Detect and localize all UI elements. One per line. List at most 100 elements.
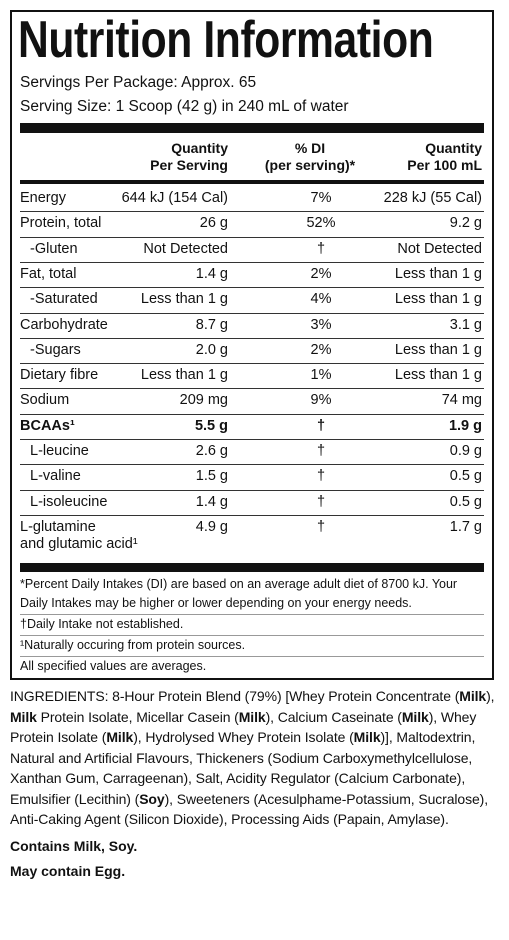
row-name: Protein, total — [20, 215, 102, 232]
row-serving: 26 g — [199, 215, 228, 232]
row-per100: Less than 1 g — [394, 291, 482, 308]
row-di: † — [316, 417, 326, 434]
ingredient-text: Protein Isolate, Micellar Casein ( — [36, 708, 239, 725]
row-rule — [20, 261, 484, 263]
ingredient-text: ), Hydrolysed Whey Protein Isolate ( — [133, 729, 354, 745]
header-bar — [20, 180, 484, 184]
column-header: Quantity Per Serving — [150, 140, 228, 173]
row-per100: 1.7 g — [449, 518, 482, 535]
row-name: L-valine — [30, 468, 81, 485]
row-serving: 1.4 g — [195, 493, 228, 510]
row-serving: Less than 1 g — [140, 291, 228, 308]
footnote: ¹Naturally occuring from protein sources… — [20, 637, 246, 652]
ingredient-text: Soy — [139, 790, 165, 807]
row-per100: 74 mg — [441, 392, 482, 409]
row-di: 9% — [310, 392, 332, 409]
footnote-rule — [20, 655, 484, 657]
row-di: 2% — [310, 265, 332, 282]
ingredient-text: Milk — [353, 729, 381, 745]
thick-bar — [20, 562, 484, 572]
ingredient-text: Milk — [401, 708, 429, 725]
ingredients: INGREDIENTS: 8-Hour Protein Blend (79%) … — [10, 686, 498, 830]
ingredient-text: ), Whey Protein Isolate ( — [10, 708, 477, 746]
row-di: † — [316, 443, 326, 459]
row-per100: 0.5 g — [449, 468, 482, 485]
row-name: Sodium — [20, 392, 70, 409]
row-name: Energy — [20, 190, 66, 206]
ingredient-text: ), Sweeteners (Acesulphame-Potassium, Su… — [10, 790, 489, 828]
footnote: *Percent Daily Intakes (DI) are based on… — [20, 576, 458, 610]
ingredient-text: Milk — [238, 708, 266, 725]
row-rule — [20, 236, 484, 238]
row-per100: 228 kJ (55 Cal) — [383, 190, 482, 206]
row-di: † — [316, 240, 326, 257]
row-per100: Less than 1 g — [394, 265, 482, 282]
footnote-rule — [20, 634, 484, 636]
row-name: Fat, total — [20, 265, 77, 282]
ingredient-text: ), Calcium Caseinate ( — [265, 708, 402, 725]
row-serving: 4.9 g — [195, 518, 228, 535]
row-serving: Not Detected — [143, 240, 228, 257]
row-name: L-glutamine and glutamic acid¹ — [20, 518, 138, 552]
row-per100: Not Detected — [397, 240, 482, 257]
row-rule — [20, 287, 484, 289]
row-di: 1% — [310, 367, 332, 384]
row-name: Dietary fibre — [20, 367, 99, 384]
row-name: L-leucine — [30, 443, 89, 459]
row-serving: 1.5 g — [195, 468, 228, 485]
row-di: † — [316, 468, 326, 485]
row-serving: Less than 1 g — [140, 367, 228, 384]
footnote: †Daily Intake not established. — [20, 616, 184, 631]
row-per100: Less than 1 g — [394, 341, 482, 358]
row-serving: 8.7 g — [195, 316, 228, 333]
row-serving: 209 mg — [179, 392, 228, 409]
row-serving: 644 kJ (154 Cal) — [121, 190, 228, 206]
footnote: All specified values are averages. — [20, 658, 207, 673]
allergen: Contains Milk, Soy. — [10, 838, 138, 854]
serving-size: Serving Size: 1 Scoop (42 g) in 240 mL o… — [20, 98, 349, 115]
title: Nutrition Information — [18, 11, 434, 69]
footnote-rule — [20, 613, 484, 615]
row-name: BCAAs¹ — [20, 417, 75, 434]
row-per100: Less than 1 g — [394, 367, 482, 384]
row-serving: 2.6 g — [195, 443, 228, 459]
row-per100: 3.1 g — [449, 316, 482, 333]
row-per100: 0.9 g — [449, 443, 482, 459]
column-header: % DI (per serving)* — [264, 140, 356, 173]
ingredient-text: Milk — [106, 729, 134, 745]
row-serving: 1.4 g — [195, 265, 228, 282]
row-rule — [20, 439, 484, 440]
ingredient-text: ), — [486, 688, 495, 704]
row-di: 4% — [310, 291, 332, 308]
row-serving: 2.0 g — [195, 341, 228, 358]
row-serving: 5.5 g — [194, 417, 228, 434]
row-rule — [20, 388, 484, 390]
row-di: 2% — [310, 341, 332, 358]
row-rule — [20, 514, 484, 516]
ingredient-text: INGREDIENTS: 8-Hour Protein Blend (79%) … — [10, 688, 460, 704]
row-di: † — [316, 493, 326, 510]
ingredient-text: )], Maltodextrin, Natural and Artificial… — [10, 729, 476, 807]
row-rule — [20, 211, 484, 213]
row-rule — [20, 363, 484, 365]
row-di: 52% — [306, 215, 336, 232]
row-rule — [20, 312, 484, 314]
row-name: -Sugars — [30, 341, 81, 358]
row-di: 3% — [310, 316, 332, 333]
column-header: Quantity Per 100 mL — [407, 140, 482, 173]
row-per100: 1.9 g — [448, 417, 482, 434]
row-rule — [20, 464, 484, 466]
row-name: L-isoleucine — [30, 493, 108, 510]
ingredient-text: Milk — [459, 688, 487, 704]
row-di: 7% — [310, 190, 332, 206]
row-per100: 0.5 g — [449, 493, 482, 510]
row-name: -Saturated — [30, 291, 98, 308]
row-di: † — [316, 518, 326, 535]
row-rule — [20, 337, 484, 339]
allergen: May contain Egg. — [10, 863, 126, 879]
label-box — [10, 10, 494, 680]
row-name: Carbohydrate — [20, 316, 108, 333]
row-rule — [20, 489, 484, 491]
thick-bar — [20, 123, 484, 133]
